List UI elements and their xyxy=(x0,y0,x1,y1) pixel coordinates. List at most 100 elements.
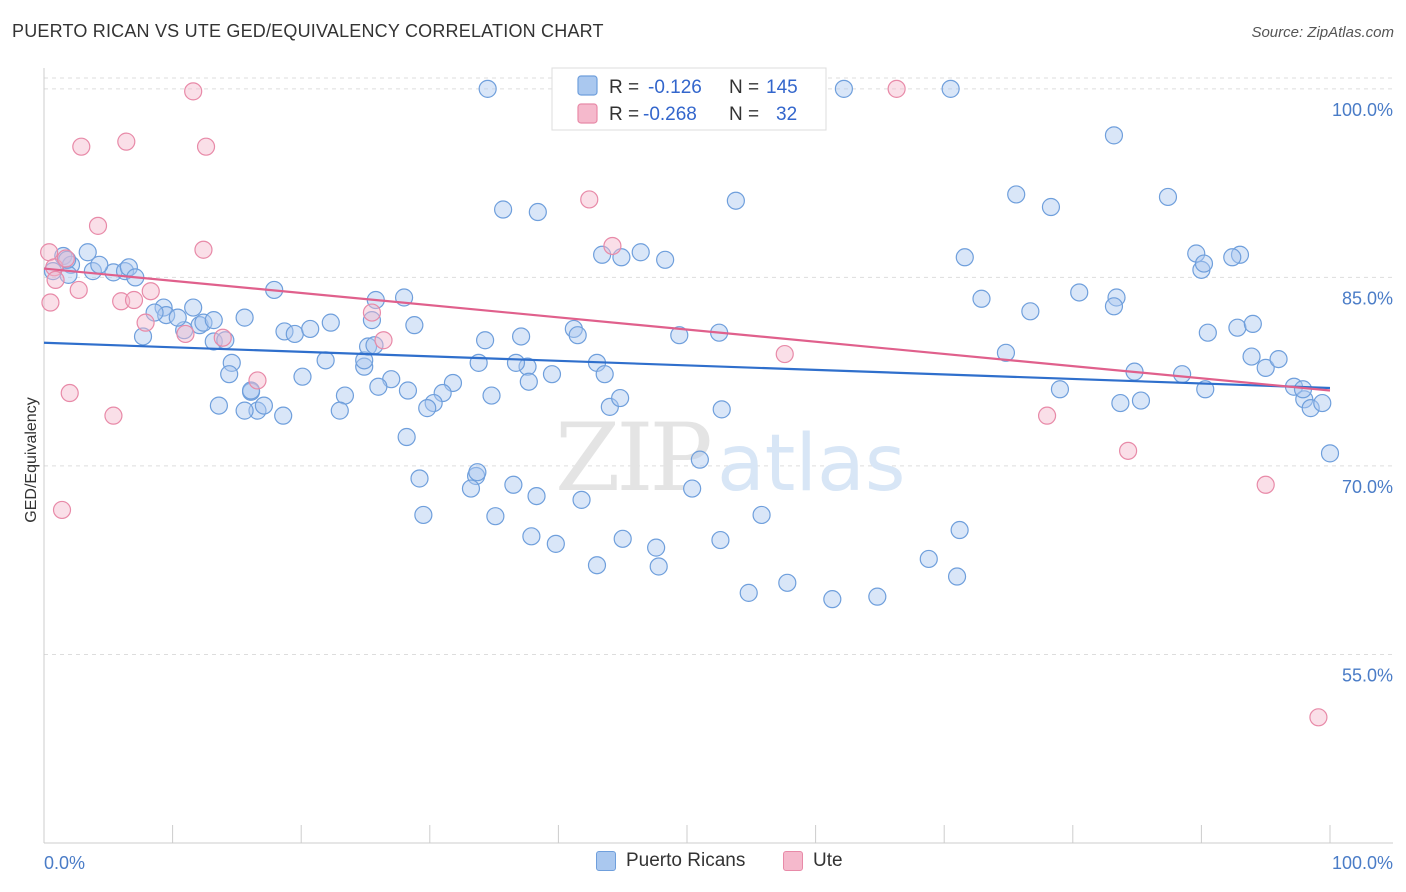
puerto-rican-point-107 xyxy=(494,200,513,219)
ute-point-27 xyxy=(887,79,906,98)
puerto-rican-point-40 xyxy=(355,357,374,376)
puerto-rican-point-124 xyxy=(1070,283,1089,302)
puerto-rican-point-75 xyxy=(572,490,591,509)
puerto-rican-point-131 xyxy=(1223,248,1242,267)
ute-point-10 xyxy=(196,137,216,156)
puerto-rican-point-61 xyxy=(369,377,388,396)
puerto-rican-point-126 xyxy=(1104,297,1124,316)
ute-point-30 xyxy=(1256,475,1275,494)
ute-point-25 xyxy=(603,236,622,256)
puerto-rican-point-88 xyxy=(778,573,797,592)
ute-point-13 xyxy=(124,290,144,310)
puerto-rican-point-143 xyxy=(1256,358,1275,377)
puerto-rican-point-22 xyxy=(204,332,223,351)
y-tick-label-3: 100.0% xyxy=(1332,100,1393,120)
ute-point-12 xyxy=(112,292,131,311)
puerto-rican-point-127 xyxy=(1187,244,1206,263)
puerto-rican-point-4 xyxy=(78,243,97,262)
puerto-rican-point-34 xyxy=(222,353,241,372)
legend-r-label-2: R = xyxy=(609,104,639,125)
puerto-rican-point-59 xyxy=(398,381,418,400)
puerto-rican-point-74 xyxy=(527,486,546,506)
ute-point-28 xyxy=(1037,406,1057,425)
puerto-rican-point-37 xyxy=(241,381,261,400)
bottom-legend: Puerto Ricans Ute xyxy=(0,850,1406,880)
ute-point-2 xyxy=(46,270,65,290)
puerto-rican-point-58 xyxy=(418,399,437,418)
puerto-rican-point-21 xyxy=(204,311,223,330)
ute-point-31 xyxy=(1309,708,1328,727)
y-tick-label-0: 55.0% xyxy=(1342,665,1393,685)
puerto-rican-point-117 xyxy=(1007,185,1026,204)
puerto-rican-point-100 xyxy=(726,191,745,210)
bottom-legend-label-puerto-ricans: Puerto Ricans xyxy=(626,850,746,871)
puerto-rican-point-53 xyxy=(611,388,630,408)
puerto-rican-point-45 xyxy=(433,383,452,403)
puerto-rican-point-17 xyxy=(168,308,187,327)
puerto-rican-point-47 xyxy=(518,357,537,376)
puerto-rican-point-116 xyxy=(941,79,960,98)
x-tick-label-0: 0.0% xyxy=(44,853,85,873)
bottom-legend-swatch-blue xyxy=(596,851,616,871)
ute-point-20 xyxy=(52,500,72,520)
ute-point-6 xyxy=(72,137,91,156)
ute-point-15 xyxy=(136,313,155,332)
puerto-rican-point-49 xyxy=(512,327,531,346)
y-tick-label-1: 70.0% xyxy=(1342,477,1393,497)
puerto-rican-point-148 xyxy=(1301,399,1320,418)
puerto-rican-point-97 xyxy=(595,365,614,384)
puerto-rican-point-68 xyxy=(209,396,228,415)
puerto-rican-point-121 xyxy=(955,248,974,267)
trend-line-puerto-ricans xyxy=(43,341,1331,390)
bottom-legend-item-ute: Ute xyxy=(783,850,843,872)
source-label: Source: ZipAtlas.com xyxy=(1251,24,1394,41)
ute-point-3 xyxy=(41,293,60,312)
puerto-rican-point-29 xyxy=(362,311,382,330)
puerto-rican-point-95 xyxy=(950,520,969,540)
legend: R = -0.126 N = 145 R = -0.268 N = 32 xyxy=(551,67,827,131)
puerto-rican-point-133 xyxy=(1243,314,1262,333)
puerto-rican-point-55 xyxy=(482,386,501,405)
ute-point-16 xyxy=(176,324,195,344)
x-tick-label-100: 100.0% xyxy=(1332,853,1393,873)
puerto-rican-point-119 xyxy=(1104,126,1124,145)
trend-line-ute xyxy=(43,267,1331,392)
legend-n-value-1: 145 xyxy=(766,77,798,98)
puerto-rican-point-63 xyxy=(330,401,349,420)
puerto-rican-point-66 xyxy=(254,396,274,415)
puerto-rican-point-64 xyxy=(274,406,293,425)
puerto-rican-point-106 xyxy=(528,202,547,222)
puerto-rican-point-13 xyxy=(157,305,176,325)
ute-point-21 xyxy=(248,371,267,390)
ute-point-14 xyxy=(141,282,160,301)
puerto-rican-point-87 xyxy=(739,583,758,602)
puerto-rican-point-38 xyxy=(293,367,312,386)
legend-r-label-1: R = xyxy=(609,77,639,98)
puerto-rican-point-138 xyxy=(1111,393,1130,413)
ute-point-4 xyxy=(56,249,75,268)
puerto-rican-point-26 xyxy=(285,324,304,344)
puerto-rican-point-120 xyxy=(1158,187,1178,207)
puerto-rican-point-135 xyxy=(1198,323,1217,342)
puerto-rican-point-86 xyxy=(647,538,666,557)
puerto-rican-point-41 xyxy=(355,351,374,370)
y-axis-label: GED/Equivalency xyxy=(23,397,40,522)
puerto-rican-point-50 xyxy=(568,326,587,345)
puerto-rican-point-39 xyxy=(316,351,335,370)
puerto-rican-point-20 xyxy=(184,298,203,317)
puerto-rican-point-136 xyxy=(996,343,1016,362)
legend-box xyxy=(551,67,827,131)
puerto-rican-point-140 xyxy=(1131,391,1151,410)
puerto-rican-point-109 xyxy=(478,79,497,98)
x-tick-labels: 0.0% 100.0% xyxy=(44,853,1393,873)
puerto-rican-point-24 xyxy=(235,308,254,327)
watermark-atlas: atlas xyxy=(717,419,906,509)
puerto-rican-point-142 xyxy=(1242,347,1261,366)
ute-point-23 xyxy=(374,331,393,350)
puerto-rican-point-76 xyxy=(410,469,429,488)
puerto-rican-point-102 xyxy=(670,326,689,345)
y-axis-label-group: GED/Equivalency xyxy=(23,397,40,522)
ute-point-5 xyxy=(69,280,88,300)
puerto-rican-point-129 xyxy=(1194,254,1214,273)
